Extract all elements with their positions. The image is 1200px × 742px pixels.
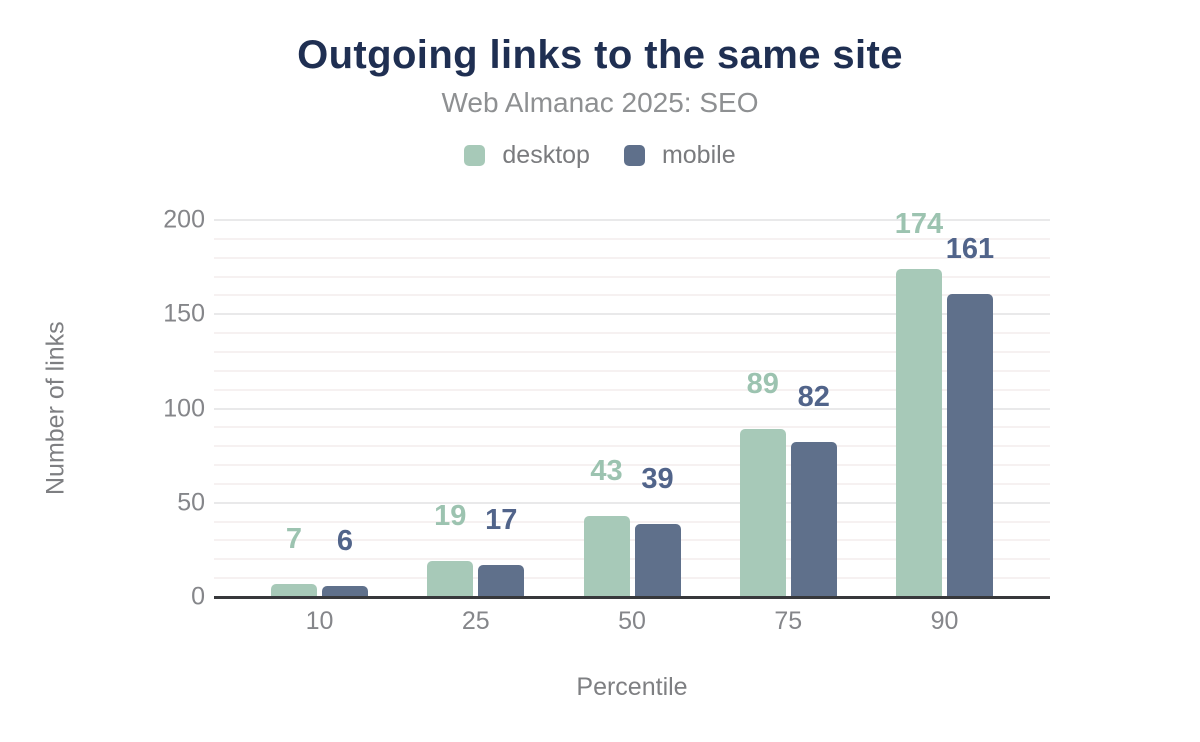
value-label-desktop-75: 89 [746,368,779,401]
bar-mobile-90: 161 [946,234,994,597]
major-gridline-50 [214,501,1050,504]
desktop-series-swatch [464,145,486,166]
y-tick-label-0: 0 [191,582,205,611]
bar-groups-layer: 7 6 10 19 17 25 43 39 50 89 82 75 174 161 90 [214,210,1050,635]
x-tick-label-90: 90 [930,607,959,635]
x-axis-line [214,596,1050,599]
mobile-series-label: mobile [661,141,736,169]
x-tick-label-10: 10 [305,607,334,635]
bar-mobile-10: 6 [322,526,368,597]
plot-area: 7 6 10 19 17 25 43 39 50 89 82 75 174 161 90 [214,210,1050,635]
bar-desktop-50: 43 [583,456,630,597]
minor-gridline-90 [214,426,1050,429]
x-axis-title: Percentile [576,673,688,701]
legend-item-desktop: desktop [464,141,590,170]
bar-mobile-75: 82 [790,383,837,597]
x-tick-label-75: 75 [774,607,803,635]
minor-gridline-140 [214,332,1050,335]
desktop-series-label: desktop [502,141,590,169]
y-tick-label-200: 200 [163,205,205,234]
bar-group-75: 89 82 75 [739,220,837,635]
minor-gridline-190 [214,237,1050,240]
gridlines-layer [214,219,1050,597]
bar-group-90: 174 161 90 [895,210,994,635]
minor-gridline-180 [214,256,1050,259]
major-gridline-100 [214,407,1050,410]
minor-gridline-20 [214,558,1050,561]
value-label-mobile-90: 161 [945,232,995,265]
value-label-mobile-10: 6 [336,524,354,557]
legend-item-mobile: mobile [623,141,736,170]
bar-mobile-50: 39 [634,464,681,597]
minor-gridline-40 [214,520,1050,523]
bar-group-25: 19 17 25 [427,220,525,635]
y-tick-label-150: 150 [163,299,205,328]
minor-gridline-110 [214,388,1050,391]
y-axis-tick-labels: 0 50 100 150 200 [0,207,205,609]
minor-gridline-70 [214,464,1050,467]
x-tick-label-50: 50 [618,607,646,635]
chart-subtitle: Web Almanac 2025: SEO [441,87,759,118]
chart-title: Outgoing links to the same site [297,33,903,77]
y-tick-label-100: 100 [163,394,205,422]
y-tick-label-50: 50 [177,488,205,517]
value-label-desktop-90: 174 [894,208,944,241]
bar-group-50: 43 39 50 [583,220,681,635]
bar-desktop-75: 89 [739,370,786,597]
value-label-mobile-50: 39 [641,462,674,495]
mobile-series-swatch [623,145,645,166]
bar-group-10: 7 6 10 [271,220,368,635]
minor-gridline-60 [214,482,1050,485]
minor-gridline-30 [214,539,1050,542]
minor-gridline-130 [214,350,1050,353]
value-label-desktop-10: 7 [285,522,303,555]
bar-desktop-10: 7 [271,524,317,597]
minor-gridline-160 [214,294,1050,297]
bar-desktop-90: 174 [895,210,943,597]
minor-gridline-80 [214,445,1050,448]
value-label-desktop-50: 43 [590,454,623,487]
bar-mobile-25: 17 [478,505,525,597]
minor-gridline-10 [214,577,1050,580]
value-label-mobile-25: 17 [485,503,518,536]
minor-gridline-120 [214,369,1050,372]
major-gridline-150 [214,313,1050,316]
value-label-desktop-25: 19 [434,500,467,533]
bar-desktop-25: 19 [427,502,474,597]
value-label-mobile-75: 82 [797,381,830,414]
major-gridline-200 [214,219,1050,221]
x-tick-label-25: 25 [461,607,490,635]
chart-legend: desktop mobile [0,141,1200,170]
minor-gridline-170 [214,275,1050,278]
